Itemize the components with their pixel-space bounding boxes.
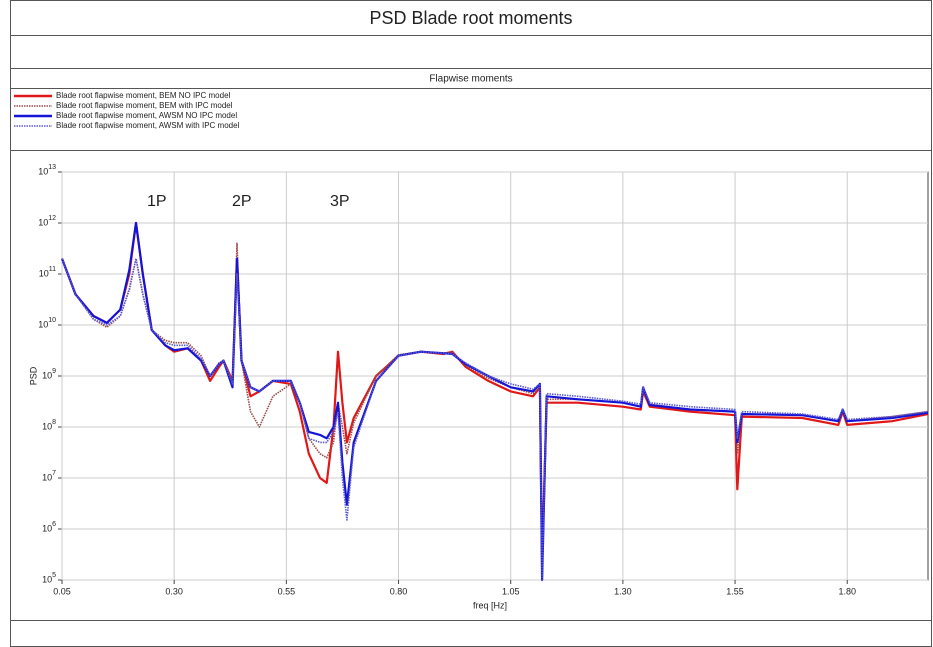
y-tick-label: 1010: [38, 317, 56, 330]
legend-label: Blade root flapwise moment, BEM NO IPC m…: [56, 91, 231, 100]
annotation: 2P: [232, 193, 252, 210]
tick-exponent: 8: [52, 419, 56, 426]
tick-exponent: 11: [49, 266, 56, 273]
tick-exponent: 9: [52, 368, 56, 375]
chart-subtitle: Flapwise moments: [429, 74, 512, 85]
tick-exponent: 10: [48, 317, 56, 324]
tick-exponent: 12: [48, 215, 56, 222]
y-tick-label: 105: [42, 572, 56, 585]
x-tick-label: 0.30: [165, 586, 183, 596]
x-tick-label: 1.05: [502, 586, 520, 596]
x-tick-label: 0.05: [53, 586, 71, 596]
y-tick-label: 106: [42, 521, 56, 534]
tick-exponent: 5: [52, 572, 56, 579]
tick-exponent: 7: [52, 470, 56, 477]
series-line: [60, 221, 929, 582]
annotation: 3P: [330, 193, 350, 210]
tick-exponent: 6: [52, 521, 56, 528]
x-tick-label: 0.55: [278, 586, 296, 596]
y-axis-label: PSD: [28, 366, 38, 385]
legend-label: Blade root flapwise moment, BEM with IPC…: [56, 101, 233, 110]
x-tick-label: 1.30: [614, 586, 632, 596]
x-axis-label: freq [Hz]: [473, 600, 507, 610]
annotation: 1P: [147, 193, 167, 210]
y-tick-label: 108: [42, 419, 56, 432]
tick-exponent: 13: [48, 164, 56, 171]
x-tick-label: 0.80: [390, 586, 408, 596]
legend-label: Blade root flapwise moment, AWSM NO IPC …: [56, 111, 237, 120]
y-tick-label: 107: [42, 470, 56, 483]
y-tick-label: 1013: [38, 164, 56, 177]
y-tick-label: 1012: [38, 215, 56, 228]
y-tick-label: 109: [42, 368, 56, 381]
y-tick-label: 1011: [39, 266, 56, 279]
x-tick-label: 1.80: [838, 586, 856, 596]
x-tick-label: 1.55: [726, 586, 744, 596]
chart-title: PSD Blade root moments: [369, 8, 572, 28]
legend-label: Blade root flapwise moment, AWSM with IP…: [56, 121, 240, 130]
series-line: [61, 257, 929, 581]
